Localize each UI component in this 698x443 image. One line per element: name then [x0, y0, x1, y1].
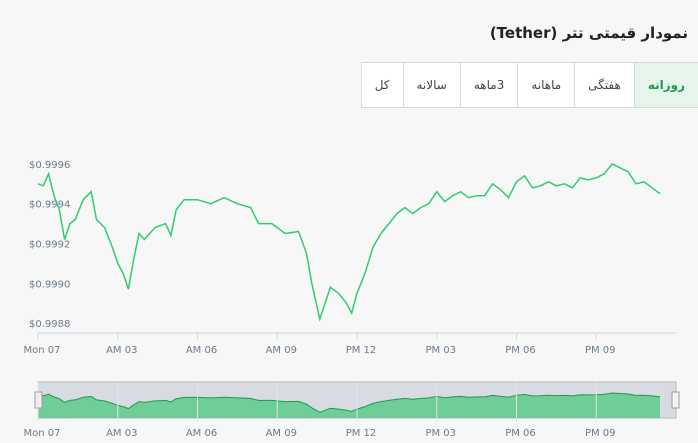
tab-3month[interactable]: 3ماهه — [459, 63, 518, 107]
x-tick-label: PM 06 — [505, 345, 536, 356]
navigator-tick-label: AM 03 — [106, 428, 137, 439]
navigator-tick-label: PM 06 — [505, 428, 536, 439]
x-tick-label: AM 09 — [266, 345, 297, 356]
navigator-x-axis: Mon 07 AM 03 AM 06 AM 09 PM 12 PM 03 PM 06 PM 0… — [24, 382, 616, 439]
tab-monthly[interactable]: ماهانه — [517, 63, 574, 107]
price-series-line — [37, 162, 661, 322]
navigator-area — [38, 393, 660, 418]
x-tick-label: AM 06 — [186, 345, 217, 356]
tab-daily[interactable]: روزانه — [633, 63, 698, 107]
navigator-tick-label: PM 09 — [585, 428, 616, 439]
navigator-tick-label: AM 09 — [266, 428, 297, 439]
y-axis: $0.9988 $0.9990 $0.9992 $0.9994 $0.9996 — [29, 160, 70, 330]
y-tick-label: $0.9996 — [29, 160, 70, 171]
period-tabs: روزانه هفتگی ماهانه 3ماهه سالانه کل — [360, 62, 698, 108]
tab-all[interactable]: کل — [374, 78, 390, 92]
navigator-tick-label: AM 06 — [186, 428, 217, 439]
y-tick-label: $0.9992 — [29, 239, 70, 250]
navigator-tick-label: PM 12 — [346, 428, 377, 439]
page-title: نمودار قیمتی تتر (Tether) — [489, 24, 688, 42]
y-tick-label: $0.9994 — [29, 200, 70, 211]
x-tick-label: Mon 07 — [24, 345, 61, 356]
navigator-line — [37, 392, 661, 413]
x-tick-label: PM 09 — [585, 345, 616, 356]
x-tick-label: AM 03 — [106, 345, 137, 356]
navigator-tick-label: Mon 07 — [24, 428, 61, 439]
y-tick-label: $0.9988 — [29, 319, 70, 330]
tab-weekly[interactable]: هفتگی — [574, 63, 634, 107]
x-axis: Mon 07 AM 03 AM 06 AM 09 PM 12 PM 03 PM 06 PM 0… — [24, 333, 616, 356]
tab-yearly[interactable]: سالانه — [402, 63, 460, 107]
x-tick-label: PM 12 — [346, 345, 377, 356]
y-tick-label: $0.9990 — [29, 279, 70, 290]
x-tick-label: PM 03 — [425, 345, 456, 356]
navigator-tick-label: PM 03 — [425, 428, 456, 439]
navigator-handle-right[interactable] — [671, 391, 680, 409]
